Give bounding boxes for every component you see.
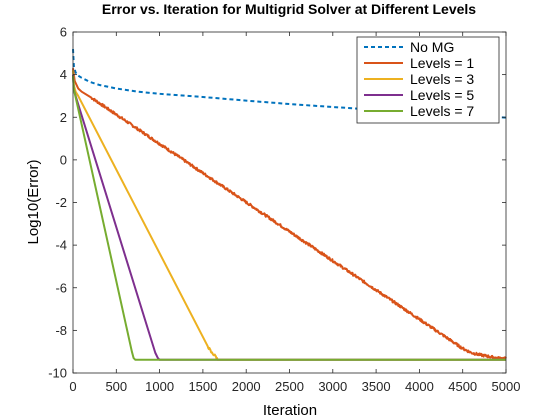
- x-tick-label: 1000: [145, 379, 174, 394]
- y-axis: -10 -8 -6 -4 -2 0 2 4 6: [48, 25, 506, 381]
- x-tick-label: 4000: [405, 379, 434, 394]
- y-tick-label: -2: [55, 195, 67, 210]
- chart-title: Error vs. Iteration for Multigrid Solver…: [102, 1, 476, 17]
- x-tick-label: 3000: [318, 379, 347, 394]
- y-tick-label: -8: [55, 323, 67, 338]
- y-tick-label: 0: [60, 152, 67, 167]
- x-tick-label: 2500: [275, 379, 304, 394]
- x-axis-label: Iteration: [263, 402, 317, 419]
- x-tick-label: 500: [105, 379, 127, 394]
- y-tick-label: -4: [55, 238, 67, 253]
- x-tick-label: 5000: [492, 379, 521, 394]
- x-axis: 0 500 1000 1500 2000 2500 3000 3500 4000 4500 5000: [69, 32, 520, 394]
- legend-label: Levels = 5: [410, 87, 474, 103]
- x-tick-label: 1500: [188, 379, 217, 394]
- y-tick-label: 4: [60, 67, 67, 82]
- y-axis-label: Log10(Error): [25, 159, 42, 244]
- y-tick-label: -10: [48, 366, 67, 381]
- series-line-levels-1: [72, 68, 507, 361]
- legend-label: Levels = 7: [410, 103, 474, 119]
- x-tick-label: 3500: [362, 379, 391, 394]
- legend-label: Levels = 3: [410, 71, 474, 87]
- legend-label: Levels = 1: [410, 55, 474, 71]
- series-line-levels-3: [72, 70, 506, 361]
- x-tick-label: 0: [69, 379, 76, 394]
- legend-label: No MG: [410, 39, 454, 55]
- y-tick-label: -6: [55, 280, 67, 295]
- x-tick-label: 4500: [448, 379, 477, 394]
- x-tick-label: 2000: [232, 379, 261, 394]
- series-line-levels-7: [72, 75, 506, 361]
- y-tick-label: 2: [60, 110, 67, 125]
- y-tick-label: 6: [60, 25, 67, 40]
